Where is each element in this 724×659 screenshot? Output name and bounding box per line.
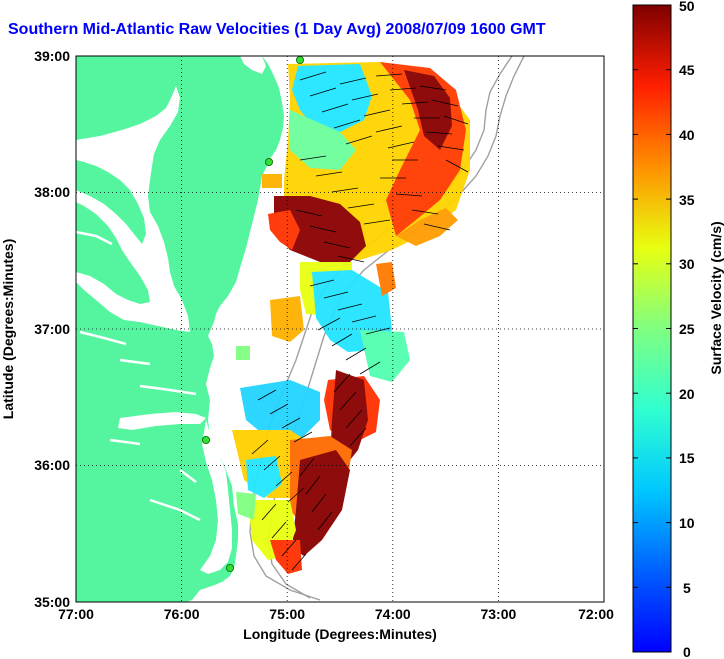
- colorbar: 50 45 40 35 30 25 20 15 10 5 0 Surface V…: [632, 0, 724, 659]
- radar-site-marker: [295, 56, 304, 65]
- colorbar-tick-label: 50: [679, 0, 695, 14]
- y-axis: 39:00 38:00 37:00 36:00 35:00 Latitude (…: [0, 48, 70, 610]
- colorbar-tick-label: 40: [679, 127, 695, 143]
- x-axis-label: Longitude (Degrees:Minutes): [243, 626, 437, 642]
- radar-site-marker: [264, 157, 273, 166]
- colorbar-tick-label: 35: [679, 192, 695, 208]
- y-tick-label: 37:00: [34, 321, 70, 337]
- x-tick-label: 75:00: [269, 606, 305, 622]
- chesapeake-bay: [76, 86, 190, 332]
- y-tick-label: 38:00: [34, 184, 70, 200]
- radar-site-marker: [201, 435, 210, 444]
- velocity-field: [232, 62, 470, 574]
- x-tick-label: 72:00: [578, 606, 614, 622]
- colorbar-tick-label: 10: [679, 515, 695, 531]
- velocity-vectors: [251, 71, 469, 571]
- colorbar-tick-label: 45: [679, 62, 695, 78]
- river-inlets: [76, 230, 201, 522]
- colorbar-tick-label: 5: [683, 580, 691, 596]
- y-tick-label: 39:00: [34, 48, 70, 64]
- x-tick-label: 76:00: [164, 606, 200, 622]
- radar-site-marker: [225, 564, 234, 573]
- y-tick-label: 35:00: [34, 594, 70, 610]
- colorbar-gradient: [632, 4, 672, 653]
- map-title: Southern Mid-Atlantic Raw Velocities (1 …: [8, 21, 546, 38]
- colorbar-tick-label: 25: [679, 321, 695, 337]
- colorbar-tick-label: 30: [679, 256, 695, 272]
- x-tick-label: 73:00: [480, 606, 516, 622]
- delaware-bay: [240, 56, 266, 74]
- x-axis: 77:00 76:00 75:00 74:00 73:00 72:00 Long…: [58, 606, 614, 642]
- x-tick-label: 77:00: [58, 606, 94, 622]
- colorbar-tick-label: 15: [679, 450, 695, 466]
- x-tick-label: 74:00: [375, 606, 411, 622]
- colorbar-tick-label: 0: [683, 644, 691, 659]
- pamlico-sound: [200, 420, 232, 574]
- colorbar-label: Surface Velocity (cm/s): [708, 221, 724, 374]
- y-tick-label: 36:00: [34, 457, 70, 473]
- colorbar-tick-label: 20: [679, 386, 695, 402]
- radar-sites: [201, 56, 304, 573]
- albemarle-sound: [118, 412, 206, 430]
- grid-lines: [76, 56, 604, 602]
- plot-frame: [75, 55, 605, 603]
- y-axis-label: Latitude (Degrees:Minutes): [0, 239, 16, 419]
